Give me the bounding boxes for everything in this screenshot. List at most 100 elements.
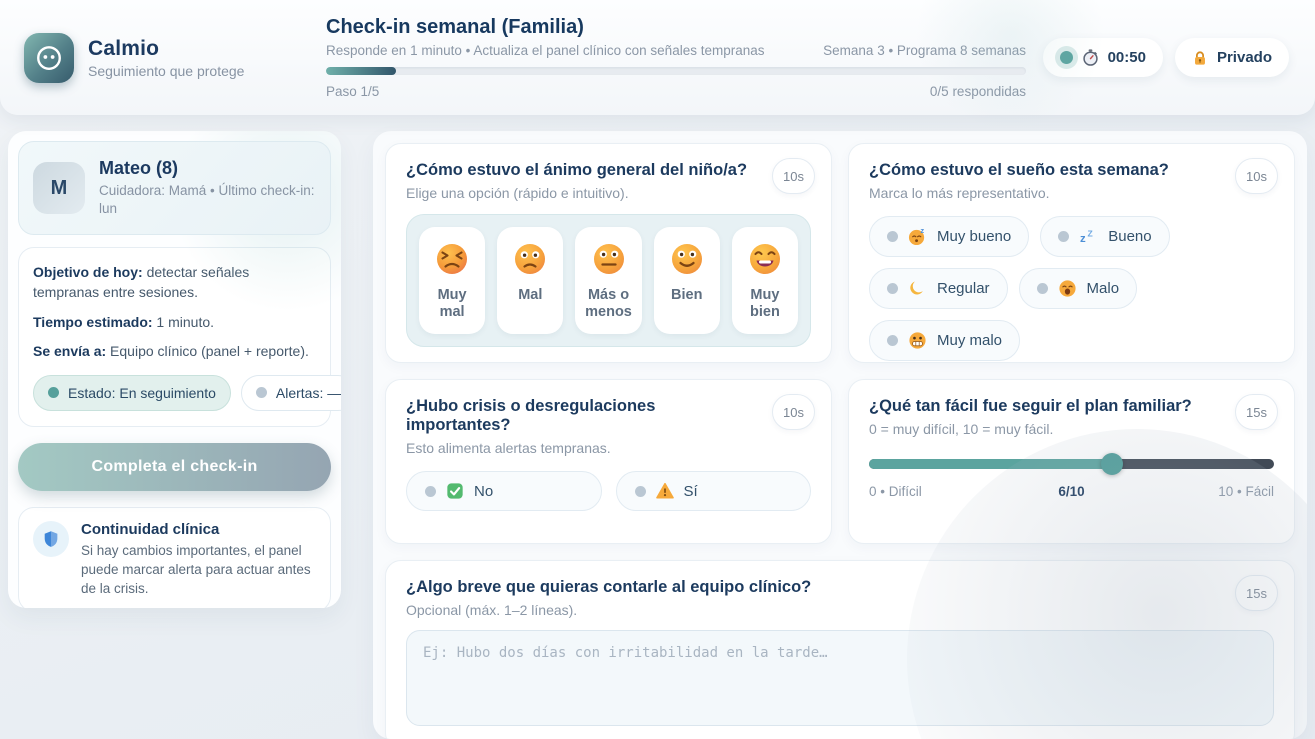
brand-name: Calmio [88,36,160,60]
good-face-icon [671,244,702,274]
radio-dot-icon [887,231,898,242]
alerts-pill: Alertas: — [240,374,341,411]
sleeping-face-icon: z [908,227,924,246]
question-card-crisis: 10s ¿Hubo crisis o desregulaciones impor… [385,379,832,544]
shield-icon [44,531,58,547]
sleep-option-bueno[interactable]: z Z Bueno [1040,216,1170,257]
alerts-dot-icon [255,387,267,399]
page-subtitle: Responde en 1 minuto • Actualiza el pane… [326,43,765,58]
grimacing-face-icon [909,332,926,349]
sleep-options: z Muy bueno z Z Bueno [869,216,1274,361]
patient-meta: Cuidadora: Mamá • Último check-in: lun [99,183,315,217]
goal-text: detectar señales tempranas entre sesione… [33,264,250,301]
slider-track[interactable] [869,453,1274,475]
free-note-question-title: ¿Algo breve que quieras contarle al equi… [406,578,812,596]
send-label: Se envía a: [33,343,107,360]
privacy-label: Privado [1216,49,1272,66]
continuity-text: Si hay cambios importantes, el panel pue… [81,542,311,596]
question-card-sleep: 10s ¿Cómo estuvo el sueño esta semana? M… [848,143,1295,363]
mood-option-muy-mal[interactable]: Muy mal [419,227,486,334]
goal-line: Objetivo de hoy: detectar señales tempra… [33,263,316,302]
timer-value: 00:50 [1107,49,1146,66]
sleep-option-label: Regular [937,280,990,297]
radio-dot-icon [634,485,646,497]
question-card-plan: 15s ¿Qué tan fácil fue seguir el plan fa… [848,379,1295,544]
sleep-option-muy-bueno[interactable]: z Muy bueno [869,216,1030,257]
brand-tagline: Seguimiento que protege [88,62,245,79]
time-badge-sleep: 10s [1235,158,1278,194]
time-text: 1 minuto. [152,313,215,330]
status-dot-icon [48,387,59,399]
sleep-option-regular[interactable]: Regular [869,268,1008,309]
sleep-option-label: Muy bueno [937,228,1012,245]
send-line: Se envía a: Equipo clínico (panel + repo… [33,342,316,362]
zzz-icon: z Z [1080,229,1093,246]
very-bad-face-icon [437,244,468,274]
neutral-face-icon [593,244,624,274]
slider-min-label: 0 • Difícil [869,484,922,499]
check-icon [447,483,463,499]
app-header: Calmio Seguimiento que protege Check-in … [0,0,1315,130]
crisis-option-no[interactable]: No [406,471,602,511]
answered-label: 0/5 respondidas [929,84,1026,99]
slider-max-label: 10 • Fácil [1218,484,1274,499]
mood-option-mal[interactable]: Mal [497,227,564,334]
status-pill: Estado: En seguimiento [33,374,231,411]
sleep-question-subtitle: Marca lo más representativo. [869,185,1050,201]
radio-dot-icon [887,283,898,294]
mood-option-bien[interactable]: Bien [653,227,720,334]
status-pill-label: Estado: En seguimiento [68,384,216,401]
mood-option-label: Muy bien [750,287,780,321]
sleep-option-label: Malo [1086,280,1120,297]
bad-face-icon [515,244,546,274]
mood-option-label: Muy mal [437,287,467,321]
brand: Calmio Seguimiento que protege [24,32,312,83]
continuity-title: Continuidad clínica [81,520,220,538]
free-note-question-subtitle: Opcional (máx. 1–2 líneas). [406,602,578,618]
crisis-question-title: ¿Hubo crisis o desregulaciones important… [406,397,656,434]
step-label: Paso 1/5 [326,84,380,99]
header-center: Check-in semanal (Familia) Responde en 1… [326,16,1026,99]
progress-bar [326,67,1026,75]
continuity-card: Continuidad clínica Si hay cambios impor… [18,506,331,608]
patient-card: M Mateo (8) Cuidadora: Mamá • Último che… [18,141,331,236]
header-badges: 00:50 Privado [1042,38,1289,77]
sidebar: M Mateo (8) Cuidadora: Mamá • Último che… [8,131,341,608]
slider-thumb[interactable] [1101,453,1123,475]
slider-fill [869,459,1112,469]
crisis-option-label: No [474,482,494,500]
lock-icon [1194,51,1205,65]
plan-slider: 0 • Difícil 6/10 10 • Fácil [869,453,1274,499]
radio-dot-icon [425,485,436,497]
mood-options-zone: Muy mal Mal [406,214,811,347]
complete-checkin-button[interactable]: Completa el check-in [18,442,331,491]
crisis-options: No Sí [406,471,811,511]
sleep-option-muy-malo[interactable]: Muy malo [869,320,1021,361]
patient-name: Mateo (8) [99,158,179,178]
svg-text:z: z [1080,233,1086,245]
crescent-moon-icon [910,281,923,295]
sleep-question-title: ¿Cómo estuvo el sueño esta semana? [869,161,1169,179]
clinical-note-textarea[interactable] [406,630,1274,726]
very-good-face-icon [749,244,780,274]
sleep-option-malo[interactable]: Malo [1018,268,1138,309]
mood-option-muy-bien[interactable]: Muy bien [731,227,799,334]
crisis-option-label: Sí [683,482,698,500]
crisis-option-si[interactable]: Sí [615,471,811,511]
mood-option-mas-o-menos[interactable]: Más o menos [575,227,642,334]
time-badge-crisis: 10s [772,394,815,430]
face-logo-icon [37,45,61,70]
program-label: Semana 3 • Programa 8 semanas [823,43,1026,58]
content-area: M Mateo (8) Cuidadora: Mamá • Último che… [0,115,1315,739]
sleep-option-label: Muy malo [937,332,1003,349]
svg-text:Z: Z [1088,229,1093,239]
plan-question-title: ¿Qué tan fácil fue seguir el plan famili… [869,397,1192,415]
time-badge-plan: 15s [1235,394,1278,430]
calmio-logo-icon [24,32,74,83]
time-badge-free-note: 15s [1235,575,1278,611]
question-card-mood: 10s ¿Cómo estuvo el ánimo general del ni… [385,143,832,363]
mood-question-title: ¿Cómo estuvo el ánimo general del niño/a… [406,161,748,179]
question-card-free-note: 15s ¿Algo breve que quieras contarle al … [385,560,1295,739]
mood-option-label: Bien [671,287,703,303]
radio-dot-icon [887,335,898,346]
